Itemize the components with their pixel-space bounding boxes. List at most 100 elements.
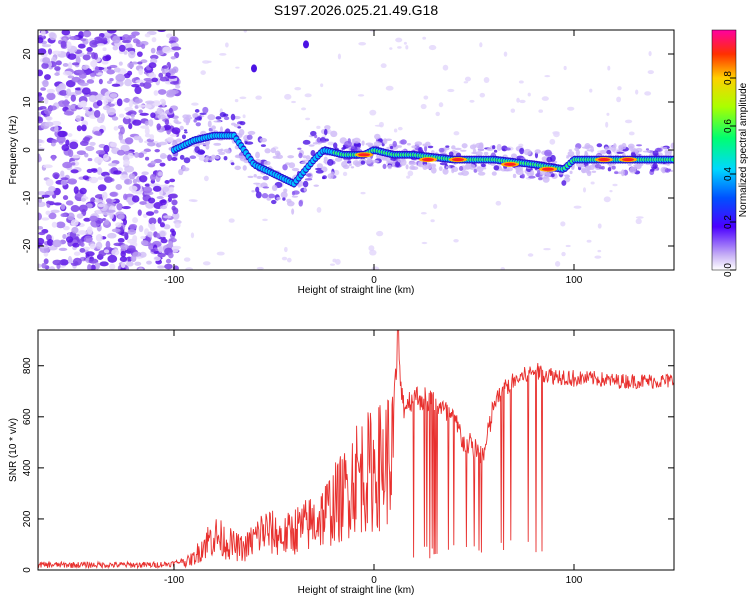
heatmap-noise-blob <box>89 141 96 146</box>
heatmap-noise-blob <box>123 159 130 166</box>
heatmap-halo-blob <box>627 163 632 166</box>
heatmap-noise-blob <box>53 202 62 206</box>
heatmap-noise-blob <box>62 63 69 67</box>
heatmap-noise-blob <box>43 108 52 115</box>
heatmap-halo-blob <box>182 167 190 172</box>
heatmap-noise-blob <box>138 138 144 143</box>
heatmap-halo-blob <box>458 166 464 171</box>
heatmap-noise-blob <box>430 219 435 223</box>
heatmap-noise-blob <box>150 222 156 230</box>
top-y-tick-label: 0 <box>22 147 33 153</box>
heatmap-noise-blob <box>111 249 120 256</box>
heatmap-halo-blob <box>291 208 295 215</box>
heatmap-halo-blob <box>486 147 494 152</box>
heatmap-noise-blob <box>510 108 516 113</box>
heatmap-noise-blob <box>127 228 137 235</box>
heatmap-halo-blob <box>298 200 303 207</box>
heatmap-noise-blob <box>301 107 307 111</box>
heatmap-noise-blob <box>106 80 112 85</box>
heatmap-halo-blob <box>405 164 409 170</box>
colorbar-tick-label: 0.4 <box>723 167 734 181</box>
heatmap-noise-blob <box>48 105 57 111</box>
heatmap-noise-blob <box>291 100 296 104</box>
heatmap-noise-blob <box>342 171 348 177</box>
heatmap-noise-blob <box>51 50 62 55</box>
heatmap-halo-blob <box>219 126 223 133</box>
heatmap-noise-blob <box>281 256 288 261</box>
heatmap-noise-blob <box>67 53 77 60</box>
heatmap-noise-blob <box>56 135 66 144</box>
heatmap-halo-blob <box>204 156 208 163</box>
heatmap-noise-blob <box>86 226 93 235</box>
heatmap-noise-blob <box>544 74 551 78</box>
heatmap-halo-blob <box>414 141 423 146</box>
heatmap-noise-blob <box>38 92 43 97</box>
heatmap-noise-blob <box>165 258 172 264</box>
heatmap-halo-blob <box>454 150 458 154</box>
heatmap-noise-blob <box>48 212 57 220</box>
heatmap-noise-blob <box>86 79 95 84</box>
heatmap-noise-blob <box>132 235 138 242</box>
heatmap-noise-blob <box>134 86 142 95</box>
heatmap-noise-blob <box>66 88 72 97</box>
heatmap-halo-blob <box>321 176 325 180</box>
heatmap-halo-blob <box>302 180 309 188</box>
heatmap-noise-blob <box>167 240 174 248</box>
heatmap-noise-blob <box>132 217 139 224</box>
heatmap-noise-blob <box>635 216 644 219</box>
heatmap-halo-blob <box>438 166 443 172</box>
heatmap-halo-blob <box>454 147 462 151</box>
heatmap-halo-blob <box>438 147 445 153</box>
heatmap-halo-blob <box>183 157 191 164</box>
heatmap-noise-blob <box>80 38 87 42</box>
heatmap-halo-blob <box>319 140 327 143</box>
heatmap-noise-blob <box>69 104 76 110</box>
snr-series-line <box>38 330 674 570</box>
heatmap-noise-blob <box>38 139 43 144</box>
heatmap-noise-blob <box>44 97 49 105</box>
heatmap-noise-blob <box>156 195 164 200</box>
heatmap-noise-blob <box>81 65 89 70</box>
bottom-x-tick-label: 0 <box>371 575 377 586</box>
heatmap-noise-blob <box>157 114 166 120</box>
heatmap-noise-blob <box>152 101 161 107</box>
heatmap-noise-blob <box>101 96 107 101</box>
heatmap-noise-blob <box>94 199 104 203</box>
heatmap-noise-blob <box>140 240 149 246</box>
heatmap-noise-blob <box>162 215 172 219</box>
heatmap-halo-blob <box>652 163 658 169</box>
heatmap-noise-blob <box>111 116 119 121</box>
heatmap-noise-blob <box>597 249 602 253</box>
heatmap-halo-blob <box>260 144 266 147</box>
heatmap-halo-blob <box>255 151 260 159</box>
heatmap-noise-blob <box>95 233 103 242</box>
heatmap-noise-blob <box>397 126 403 131</box>
heatmap-halo-blob <box>304 178 313 181</box>
heatmap-noise-blob <box>171 127 181 135</box>
heatmap-noise-blob <box>156 123 161 131</box>
heatmap-noise-blob <box>51 120 62 126</box>
heatmap-noise-blob <box>284 246 288 253</box>
heatmap-noise-blob <box>48 266 56 270</box>
heatmap-halo-blob <box>255 186 260 193</box>
heatmap-noise-blob <box>67 133 73 137</box>
heatmap-noise-blob <box>96 167 103 175</box>
heatmap-halo-blob <box>374 133 381 140</box>
heatmap-noise-blob <box>164 263 173 270</box>
heatmap-noise-blob <box>148 119 154 127</box>
heatmap-noise-blob <box>86 46 93 53</box>
heatmap-noise-blob <box>479 92 486 98</box>
heatmap-noise-blob <box>316 206 322 213</box>
heatmap-noise-blob <box>541 96 549 101</box>
heatmap-noise-blob <box>357 94 365 97</box>
heatmap-noise-blob <box>190 232 195 239</box>
heatmap-noise-blob <box>88 91 98 96</box>
heatmap-noise-blob <box>86 51 93 55</box>
heatmap-noise-blob <box>170 228 175 233</box>
heatmap-noise-blob <box>479 42 483 48</box>
heatmap-noise-blob <box>71 62 80 66</box>
heatmap-noise-blob <box>160 238 168 244</box>
top-y-tick-label: 10 <box>22 96 33 108</box>
heatmap-noise-blob <box>78 204 88 213</box>
heatmap-noise-blob <box>109 142 118 148</box>
